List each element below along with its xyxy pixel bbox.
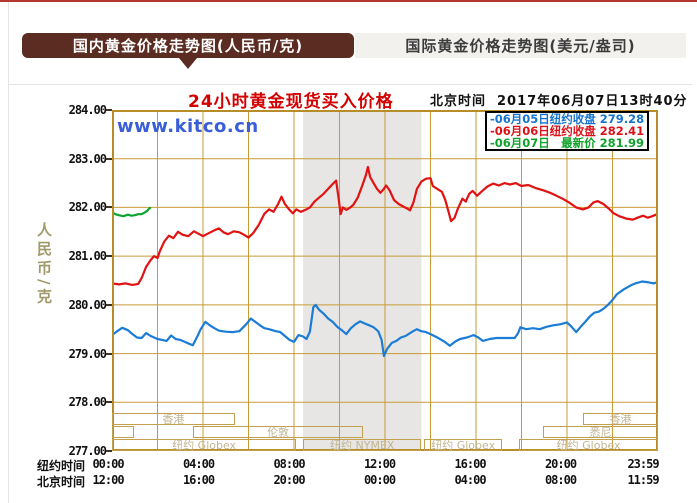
x-tick-label: 16:00 — [454, 457, 486, 471]
legend-date: -06月06日 — [490, 124, 550, 138]
price-chart-svg — [112, 110, 658, 451]
y-tick-mark — [106, 157, 112, 160]
y-tick-label: 283.00 — [68, 151, 107, 166]
content-top-border — [9, 84, 692, 85]
x-tick-label: 08:00 — [544, 473, 577, 487]
session-bar-纽约 Globex: 纽约 Globex — [112, 439, 297, 452]
y-tick-mark — [106, 352, 112, 355]
active-tab-pointer-icon — [179, 58, 197, 69]
x-axis-row-label: 纽约时间 — [37, 459, 86, 473]
y-tick-label: 281.00 — [68, 249, 107, 264]
tab-international-gold-chart[interactable]: 国际黄金价格走势图(美元/盎司) — [355, 33, 686, 58]
x-tick-label: 12:00 — [92, 473, 124, 487]
y-tick-mark — [106, 206, 112, 209]
y-tick-mark — [106, 303, 112, 306]
session-bar — [112, 426, 134, 438]
legend-entry: -06月07日 最新价 281.99 — [490, 137, 644, 149]
legend-entry: -06月06日 纽约收盘 282.41 — [490, 125, 644, 137]
session-bar-悉尼: 悉尼 — [543, 426, 658, 439]
y-tick-label: 284.00 — [68, 103, 107, 117]
x-tick-label: 08:00 — [273, 457, 305, 471]
x-tick-label: 04:00 — [182, 457, 215, 471]
chart-legend: -06月05日 纽约收盘 279.28 -06月06日 纽约收盘 282.41 -06月… — [485, 111, 649, 151]
top-accent-line — [0, 0, 697, 2]
y-tick-mark — [106, 450, 112, 452]
legend-entry: -06月05日 纽约收盘 279.28 — [490, 113, 644, 125]
x-tick-label: 04:00 — [454, 473, 486, 487]
legend-value: 最新价 281.99 — [561, 136, 644, 150]
x-tick-label: 23:59 — [627, 457, 659, 471]
y-tick-label: 282.00 — [68, 200, 107, 215]
y-axis-unit-label: 人民币/克 — [35, 222, 53, 308]
chart-datetime: 2017年06月07日13时40分 — [497, 94, 688, 109]
session-bar-纽约 Globex: 纽约 Globex — [519, 439, 658, 452]
x-tick-label: 20:00 — [273, 473, 305, 487]
legend-date: -06月07日 — [490, 136, 550, 150]
chart-title: 24小时黄金现货买入价格 — [188, 92, 394, 112]
y-tick-mark — [106, 255, 112, 258]
x-tick-label: 00:00 — [363, 473, 396, 487]
tab-domestic-gold-chart[interactable]: 国内黄金价格走势图(人民币/克) — [22, 33, 354, 58]
beijing-time-label: 北京时间 — [430, 94, 487, 109]
x-axis-row-label: 北京时间 — [37, 475, 86, 489]
session-bar-伦敦: 伦敦 — [192, 426, 364, 439]
legend-value: 纽约收盘 282.41 — [549, 124, 645, 138]
left-divider-line — [8, 2, 9, 503]
x-tick-label: 11:59 — [627, 473, 659, 487]
y-tick-label: 277.00 — [68, 444, 107, 458]
legend-date: -06月05日 — [490, 112, 550, 126]
session-bar-香港: 香港 — [112, 413, 235, 426]
legend-value: 纽约收盘 279.28 — [549, 112, 645, 126]
x-tick-label: 16:00 — [182, 473, 215, 487]
x-tick-label: 00:00 — [92, 457, 124, 471]
kitco-watermark: www.kitco.cn — [117, 116, 259, 137]
session-bar-纽约 NYMEX: 纽约 NYMEX — [303, 439, 422, 452]
y-tick-label: 279.00 — [68, 346, 107, 361]
y-tick-mark — [106, 401, 112, 404]
x-tick-label: 20:00 — [544, 457, 577, 471]
y-tick-label: 280.00 — [68, 297, 107, 312]
x-tick-label: 12:00 — [363, 457, 396, 471]
session-bar-纽约 Globex: 纽约 Globex — [424, 439, 503, 452]
price-chart-plot-area: 香港 香港 伦敦 悉尼 纽约 Globex 纽约 NYMEX 纽约 Globex 纽约 Glo… — [112, 110, 658, 452]
y-tick-label: 278.00 — [68, 395, 107, 410]
session-bar-香港: 香港 — [582, 413, 658, 426]
y-tick-mark — [106, 109, 112, 111]
